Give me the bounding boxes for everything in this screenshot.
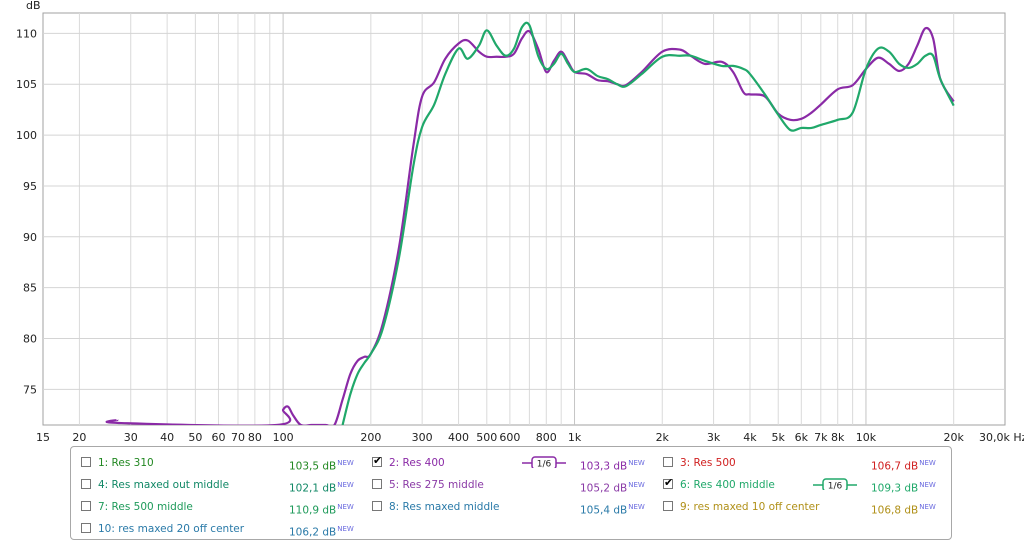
legend-checkbox[interactable] <box>81 501 91 511</box>
x-tick-label: 1k <box>568 431 582 444</box>
legend-entry: 3: Res 500 106,7 dBNEW <box>663 454 943 473</box>
legend-entry: 7: Res 500 middle 110,9 dBNEW <box>81 498 361 517</box>
legend-level: 109,3 dBNEW <box>871 481 936 495</box>
x-tick-label: 10k <box>856 431 877 444</box>
legend-checkbox[interactable] <box>81 479 91 489</box>
legend-checkbox[interactable] <box>663 457 673 467</box>
legend-checkbox[interactable] <box>81 523 91 533</box>
legend-name: 3: Res 500 <box>680 457 736 469</box>
legend-checkbox[interactable] <box>81 457 91 467</box>
y-axis: 75 80 85 90 95 100 105 110 <box>16 27 37 396</box>
legend-checkbox[interactable] <box>663 501 673 511</box>
legend-entry: 10: res maxed 20 off center 106,2 dBNEW <box>81 520 361 539</box>
legend-level: 105,4 dBNEW <box>580 503 645 517</box>
x-tick-label: 800 <box>536 431 557 444</box>
y-tick-label: 80 <box>23 333 37 346</box>
legend-new-tag: NEW <box>628 459 645 467</box>
legend-level: 105,2 dBNEW <box>580 481 645 495</box>
legend-name: 9: res maxed 10 off center <box>680 501 820 513</box>
legend: 1: Res 310 103,5 dBNEW 2: Res 400 1/6 103,3 … <box>70 446 952 540</box>
x-tick-label: 80 <box>248 431 262 444</box>
y-tick-label: 75 <box>23 383 37 396</box>
legend-checkbox[interactable] <box>663 476 673 490</box>
smoothing-badge[interactable]: 1/6 <box>813 478 857 490</box>
smoothing-badge[interactable]: 1/6 <box>522 456 566 468</box>
legend-entry: 1: Res 310 103,5 dBNEW <box>81 454 361 473</box>
legend-new-tag: NEW <box>628 481 645 489</box>
x-tick-label: 40 <box>160 431 174 444</box>
legend-name: 4: Res maxed out middle <box>98 479 230 491</box>
x-tick-label: 30,0k Hz <box>979 431 1024 444</box>
grid-lines <box>43 13 1005 425</box>
legend-entry: 5: Res 275 middle 105,2 dBNEW <box>372 476 652 495</box>
legend-checkbox[interactable] <box>372 479 382 489</box>
legend-new-tag: NEW <box>919 481 936 489</box>
x-tick-label: 70 <box>231 431 245 444</box>
y-tick-label: 95 <box>23 180 37 193</box>
legend-level: 110,9 dBNEW <box>289 503 354 517</box>
x-tick-label: 20 <box>72 431 86 444</box>
legend-level: 103,3 dBNEW <box>580 459 645 473</box>
x-tick-label: 300 <box>412 431 433 444</box>
y-tick-label: 90 <box>23 231 37 244</box>
legend-checkbox[interactable] <box>372 501 382 511</box>
x-tick-label: 15 <box>36 431 50 444</box>
y-tick-label: 85 <box>23 282 37 295</box>
legend-new-tag: NEW <box>628 503 645 511</box>
series-line-res-400-middle <box>341 21 955 425</box>
legend-level: 103,5 dBNEW <box>289 459 354 473</box>
x-tick-label: 30 <box>124 431 138 444</box>
y-tick-label: 100 <box>16 129 37 142</box>
legend-new-tag: NEW <box>337 459 354 467</box>
x-tick-label: 7k <box>814 431 828 444</box>
legend-new-tag: NEW <box>919 503 936 511</box>
legend-entry: 6: Res 400 middle 1/6 109,3 dBNEW <box>663 476 943 495</box>
legend-name: 6: Res 400 middle <box>680 479 775 491</box>
legend-name: 1: Res 310 <box>98 457 154 469</box>
y-tick-label: 105 <box>16 78 37 91</box>
legend-name: 5: Res 275 middle <box>389 479 484 491</box>
series-lines <box>105 21 955 425</box>
x-tick-label: 500 <box>476 431 497 444</box>
y-tick-label: 110 <box>16 27 37 40</box>
legend-entry: 9: res maxed 10 off center 106,8 dBNEW <box>663 498 943 517</box>
x-tick-label: 50 <box>188 431 202 444</box>
legend-name: 10: res maxed 20 off center <box>98 523 245 535</box>
legend-level: 106,2 dBNEW <box>289 525 354 539</box>
x-axis: 15 20 30 40 50 60 70 80 100 200 300 400 500 600 800 1k 2… <box>36 431 1024 444</box>
x-tick-label: 6k <box>795 431 809 444</box>
legend-new-tag: NEW <box>337 525 354 533</box>
x-tick-label: 20k <box>943 431 964 444</box>
legend-entry: 8: Res maxed middle 105,4 dBNEW <box>372 498 652 517</box>
y-axis-unit: dB <box>26 0 41 12</box>
x-tick-label: 4k <box>743 431 757 444</box>
x-tick-label: 60 <box>211 431 225 444</box>
plot-area <box>42 12 1006 426</box>
legend-level: 106,8 dBNEW <box>871 503 936 517</box>
legend-name: 7: Res 500 middle <box>98 501 193 513</box>
legend-entry: 2: Res 400 1/6 103,3 dBNEW <box>372 454 652 473</box>
x-tick-label: 2k <box>656 431 670 444</box>
legend-name: 8: Res maxed middle <box>389 501 500 513</box>
legend-name: 2: Res 400 <box>389 457 445 469</box>
x-tick-label: 3k <box>707 431 721 444</box>
x-tick-label: 600 <box>499 431 520 444</box>
legend-new-tag: NEW <box>919 459 936 467</box>
svg-text:1/6: 1/6 <box>828 482 843 491</box>
legend-level: 106,7 dBNEW <box>871 459 936 473</box>
x-tick-label: 200 <box>360 431 381 444</box>
x-tick-label: 5k <box>772 431 786 444</box>
x-tick-label: 8k <box>831 431 845 444</box>
legend-new-tag: NEW <box>337 503 354 511</box>
legend-level: 102,1 dBNEW <box>289 481 354 495</box>
legend-checkbox[interactable] <box>372 454 382 468</box>
legend-entry: 4: Res maxed out middle 102,1 dBNEW <box>81 476 361 495</box>
svg-text:1/6: 1/6 <box>537 460 552 469</box>
x-tick-label: 100 <box>273 431 294 444</box>
x-tick-label: 400 <box>448 431 469 444</box>
legend-new-tag: NEW <box>337 481 354 489</box>
series-line-res-400 <box>105 26 955 425</box>
